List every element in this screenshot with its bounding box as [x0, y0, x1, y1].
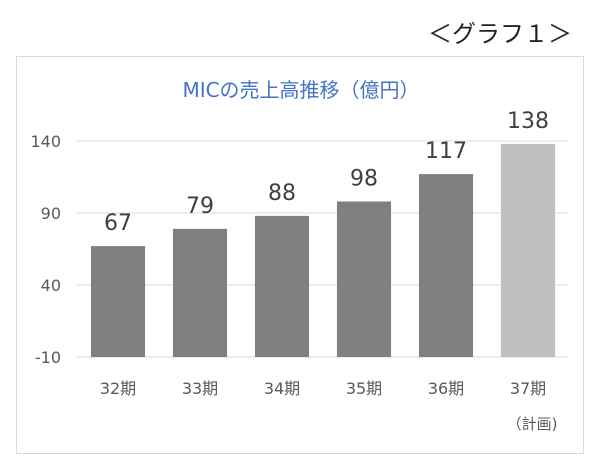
data-label: 98	[350, 166, 378, 191]
y-tick-label: 90	[41, 204, 61, 223]
bar-35期	[336, 201, 392, 357]
x-tick-note: （計画)	[507, 415, 558, 433]
data-label: 117	[425, 139, 467, 164]
bar-37期	[500, 143, 556, 357]
bars	[90, 143, 556, 357]
y-axis-ticks: -10 40 90 140	[30, 132, 61, 367]
y-tick-label: -10	[35, 348, 61, 367]
x-axis-ticks: 32期 33期 34期 35期 36期 37期 （計画)	[100, 379, 558, 433]
data-label: 67	[104, 211, 132, 236]
x-tick-label: 35期	[346, 379, 382, 398]
data-label: 79	[186, 194, 214, 219]
data-label: 88	[268, 181, 296, 206]
bar-34期	[254, 215, 310, 357]
x-tick-label: 36期	[428, 379, 464, 398]
data-label: 138	[507, 109, 549, 134]
bar-32期	[90, 246, 146, 357]
bar-33期	[172, 228, 228, 357]
x-tick-label: 37期	[510, 379, 546, 398]
x-tick-label: 34期	[264, 379, 300, 398]
y-tick-label: 140	[30, 132, 61, 151]
x-tick-label: 33期	[182, 379, 218, 398]
chart-title: MICの売上高推移（億円）	[182, 78, 419, 102]
x-tick-label: 32期	[100, 379, 136, 398]
y-tick-label: 40	[41, 276, 61, 295]
bar-36期	[418, 174, 474, 357]
graph-number-label: ＜グラフ１＞	[428, 20, 572, 48]
data-labels: 67 79 88 98 117 138	[104, 109, 549, 236]
gridlines	[77, 140, 569, 358]
chart-frame: MICの売上高推移（億円） -10 40 90 140 67 79 88 98 117 138 …	[16, 56, 584, 454]
